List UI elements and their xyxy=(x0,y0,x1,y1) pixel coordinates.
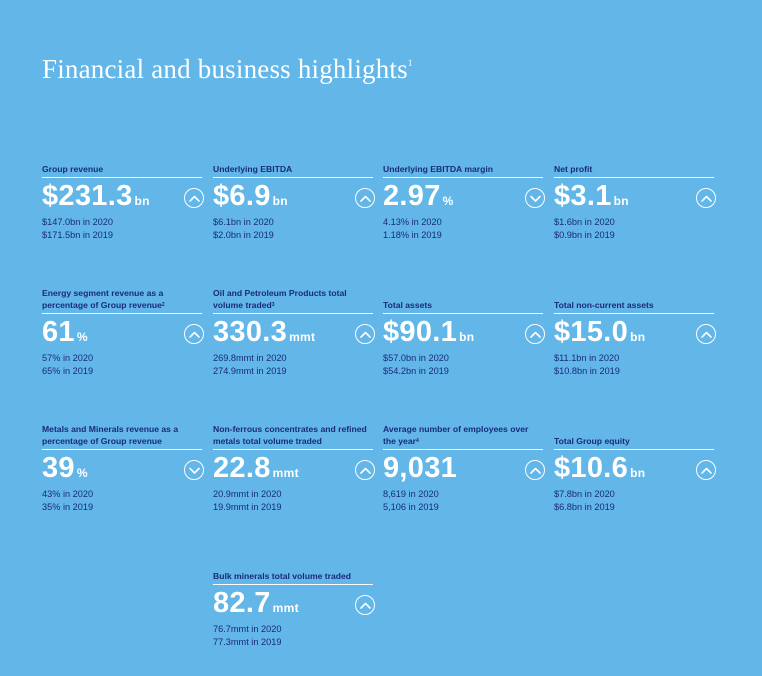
divider xyxy=(383,313,543,314)
highlight-label: Oil and Petroleum Products total volume … xyxy=(213,288,347,310)
comparison-text: $6.8bn in 2019 xyxy=(554,501,615,512)
highlight-card: Bulk minerals total volume traded 82.7 mmt… xyxy=(213,554,375,648)
highlight-value: 2.97% xyxy=(383,180,454,212)
highlight-label: Total assets xyxy=(383,300,433,310)
highlight-value: $3.1 bn xyxy=(554,180,629,212)
comparison-text: 274.9mmt in 2019 xyxy=(213,365,287,376)
highlight-card: Total non-current assets $15.0 bn $11.1bn i… xyxy=(554,283,716,377)
highlight-value: 82.7 mmt xyxy=(213,587,299,619)
chevron-up-icon xyxy=(355,595,375,615)
comparison-text: $171.5bn in 2019 xyxy=(42,229,114,240)
highlight-label: Group revenue xyxy=(42,164,104,174)
highlight-value: $6.9 bn xyxy=(213,180,288,212)
chevron-down-icon xyxy=(525,188,545,208)
divider xyxy=(554,449,714,450)
comparison-text: 4.13% in 2020 xyxy=(383,217,442,227)
comparison-text: $0.9bn in 2019 xyxy=(554,229,615,240)
chevron-up-icon xyxy=(355,460,375,480)
highlight-value: 39% xyxy=(42,452,88,484)
divider xyxy=(383,449,543,450)
highlight-card: Underlying EBITDA $6.9 bn $6.1bn in 2020 $2.… xyxy=(213,147,375,241)
highlight-card: Metals and Minerals revenue as a percent… xyxy=(42,419,204,513)
comparison-text: 1.18% in 2019 xyxy=(383,229,442,240)
highlight-card: Non-ferrous concentrates and refined met… xyxy=(213,419,375,513)
divider xyxy=(554,177,714,178)
highlight-card: Total Group equity $10.6 bn $7.8bn in 2020 $… xyxy=(554,419,716,513)
highlight-card: Energy segment revenue as a percentage o… xyxy=(42,283,204,377)
comparison-text: 76.7mmt in 2020 xyxy=(213,624,282,634)
chevron-up-icon xyxy=(184,188,204,208)
comparison-text: $57.0bn in 2020 xyxy=(383,353,449,363)
chevron-up-icon xyxy=(525,460,545,480)
highlight-value: 330.3 mmt xyxy=(213,316,316,348)
highlight-label: Bulk minerals total volume traded xyxy=(213,571,352,581)
divider xyxy=(554,313,714,314)
divider xyxy=(42,313,202,314)
highlight-label: Non-ferrous concentrates and refined met… xyxy=(213,424,367,446)
highlight-label: Average number of employees over the yea… xyxy=(383,424,529,446)
highlight-value: $15.0 bn xyxy=(554,316,646,348)
comparison-text: 35% in 2019 xyxy=(42,501,94,512)
divider xyxy=(42,177,202,178)
highlight-value: $90.1 bn xyxy=(383,316,475,348)
comparison-text: 5,106 in 2019 xyxy=(383,501,439,512)
comparison-text: $11.1bn in 2020 xyxy=(554,353,620,363)
comparison-text: $147.0bn in 2020 xyxy=(42,217,114,227)
divider xyxy=(383,177,543,178)
chevron-up-icon xyxy=(696,460,716,480)
highlight-card: Underlying EBITDA margin 2.97% 4.13% in 20… xyxy=(383,147,545,241)
highlight-card: Total assets $90.1 bn $57.0bn in 2020 $54.2b… xyxy=(383,283,545,377)
highlight-label: Metals and Minerals revenue as a percent… xyxy=(42,424,179,446)
highlight-card: Average number of employees over the yea… xyxy=(383,419,545,513)
highlight-value: 22.8 mmt xyxy=(213,452,299,484)
chevron-up-icon xyxy=(355,188,375,208)
comparison-text: $10.8bn in 2019 xyxy=(554,365,620,376)
highlight-value: 9,031 xyxy=(383,452,458,484)
divider xyxy=(213,313,373,314)
divider xyxy=(213,177,373,178)
divider xyxy=(213,449,373,450)
highlight-value: 61% xyxy=(42,316,88,348)
comparison-text: 65% in 2019 xyxy=(42,365,94,376)
comparison-text: 43% in 2020 xyxy=(42,489,94,499)
highlight-value: $231.3 bn xyxy=(42,180,150,212)
chevron-up-icon xyxy=(355,324,375,344)
comparison-text: $6.1bn in 2020 xyxy=(213,217,274,227)
highlight-label: Energy segment revenue as a percentage o… xyxy=(42,288,165,310)
comparison-text: $7.8bn in 2020 xyxy=(554,489,615,499)
divider xyxy=(42,449,202,450)
chevron-down-icon xyxy=(184,460,204,480)
highlight-label: Total Group equity xyxy=(554,436,630,446)
highlight-card: Oil and Petroleum Products total volume … xyxy=(213,283,375,377)
highlight-value: $10.6 bn xyxy=(554,452,646,484)
comparison-text: 57% in 2020 xyxy=(42,353,94,363)
comparison-text: $2.0bn in 2019 xyxy=(213,229,274,240)
divider xyxy=(213,584,373,585)
highlight-label: Underlying EBITDA xyxy=(213,164,293,174)
highlight-label: Total non-current assets xyxy=(554,300,654,310)
highlight-card: Net profit $3.1 bn $1.6bn in 2020 $0.9bn in … xyxy=(554,147,716,241)
chevron-up-icon xyxy=(525,324,545,344)
chevron-up-icon xyxy=(696,324,716,344)
comparison-text: $1.6bn in 2020 xyxy=(554,217,615,227)
comparison-text: 77.3mmt in 2019 xyxy=(213,636,282,647)
highlight-label: Net profit xyxy=(554,164,593,174)
comparison-text: 20.9mmt in 2020 xyxy=(213,489,282,499)
chevron-up-icon xyxy=(184,324,204,344)
comparison-text: 8,619 in 2020 xyxy=(383,489,439,499)
highlight-card: Group revenue $231.3 bn $147.0bn in 2020 $17… xyxy=(42,147,204,241)
comparison-text: 19.9mmt in 2019 xyxy=(213,501,282,512)
page-title: Financial and business highlights1 xyxy=(42,54,413,84)
comparison-text: $54.2bn in 2019 xyxy=(383,365,449,376)
highlight-label: Underlying EBITDA margin xyxy=(383,164,493,174)
chevron-up-icon xyxy=(696,188,716,208)
comparison-text: 269.8mmt in 2020 xyxy=(213,353,287,363)
